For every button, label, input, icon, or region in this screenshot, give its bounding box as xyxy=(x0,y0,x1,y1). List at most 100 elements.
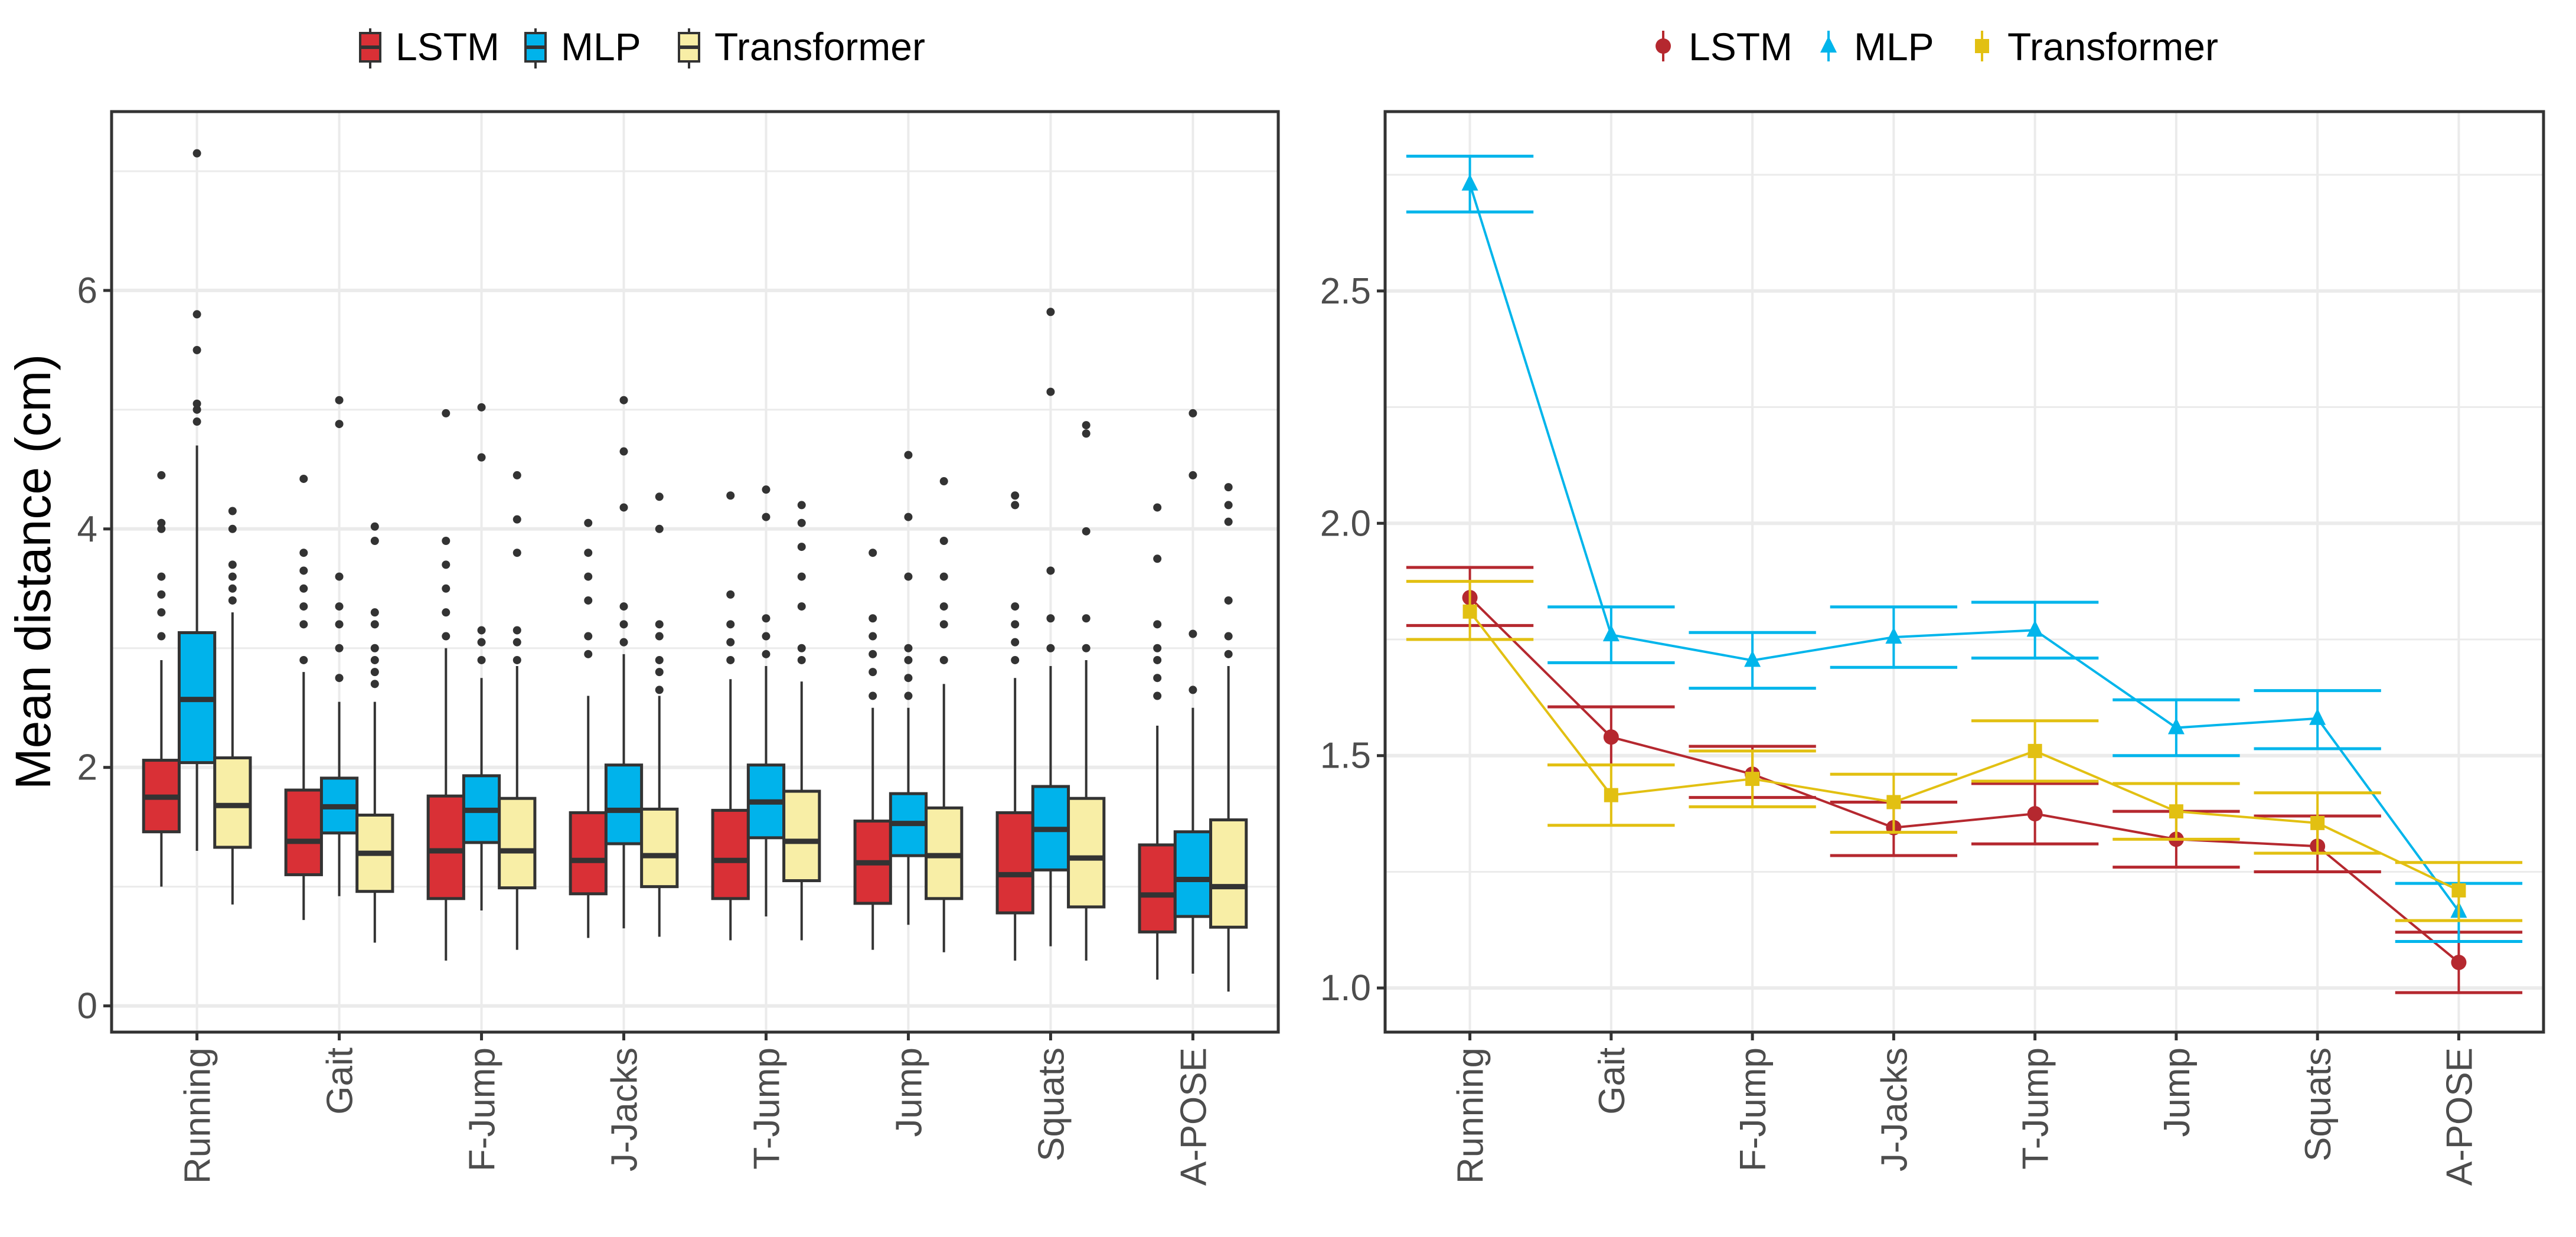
y-tick-label: 1.5 xyxy=(1320,736,1371,776)
legend: LSTM MLP Transformer xyxy=(359,25,925,68)
box-lstm-a-pose xyxy=(1138,503,1177,980)
data-point-square xyxy=(2169,804,2183,819)
outlier-point xyxy=(335,572,344,581)
y-tick-label: 2.0 xyxy=(1320,503,1371,544)
outlier-point xyxy=(1153,674,1162,683)
outlier-point xyxy=(619,396,628,404)
outlier-point xyxy=(192,149,201,158)
outlier-point xyxy=(1011,655,1020,664)
box-transformer-gait xyxy=(355,522,394,943)
box-iqr xyxy=(213,756,252,849)
box-transformer-t-jump xyxy=(782,501,821,941)
outlier-point xyxy=(655,632,664,641)
outlier-point xyxy=(477,626,486,635)
data-point-square xyxy=(2310,815,2325,830)
outlier-point xyxy=(869,549,877,557)
box-iqr xyxy=(426,794,465,900)
data-point-square xyxy=(2451,883,2466,897)
outlier-point xyxy=(762,485,770,494)
outlier-point xyxy=(1224,483,1233,492)
data-point-square xyxy=(2028,743,2042,758)
outlier-point xyxy=(370,668,379,677)
outlier-point xyxy=(797,501,806,510)
outlier-point xyxy=(1082,421,1091,430)
legend-item-lstm: LSTM xyxy=(359,25,499,68)
box-transformer-jump xyxy=(925,477,964,952)
box-mlp-gait xyxy=(319,396,359,896)
outlier-point xyxy=(797,543,806,551)
outlier-point xyxy=(442,584,450,593)
outlier-point xyxy=(228,507,237,515)
outlier-point xyxy=(655,655,664,664)
outlier-point xyxy=(655,686,664,694)
outlier-point xyxy=(228,584,237,593)
outlier-point xyxy=(619,638,628,647)
outlier-point xyxy=(869,614,877,623)
data-point-circle xyxy=(1603,729,1619,745)
outlier-point xyxy=(619,620,628,629)
panel-lineplot: 1.0 1.5 2.0 2.5 Running Gait F-Jump J-Jacks T-Ju… xyxy=(1320,25,2545,1186)
outlier-point xyxy=(157,632,166,641)
x-tick-label: F-Jump xyxy=(462,1047,503,1171)
outlier-point xyxy=(157,524,166,533)
outlier-point xyxy=(228,596,237,605)
legend-key-marker-triangle xyxy=(1820,36,1837,53)
box-lstm-squats xyxy=(995,491,1034,961)
outlier-point xyxy=(762,513,770,521)
outlier-point xyxy=(1153,644,1162,652)
data-point-triangle xyxy=(1461,174,1478,191)
data-point-triangle xyxy=(2309,708,2326,725)
box-iqr xyxy=(711,808,750,900)
outlier-point xyxy=(762,614,770,623)
outlier-point xyxy=(1153,503,1162,512)
box-mlp-t-jump xyxy=(746,485,786,917)
y-axis-title: Mean distance (cm) xyxy=(5,354,61,790)
outlier-point xyxy=(192,405,201,414)
outlier-point xyxy=(335,420,344,429)
outlier-point xyxy=(370,655,379,664)
box-iqr xyxy=(284,788,323,876)
outlier-point xyxy=(1153,620,1162,629)
outlier-point xyxy=(619,602,628,611)
outlier-point xyxy=(228,560,237,569)
y-tick-label: 6 xyxy=(77,270,97,311)
outlier-point xyxy=(1224,501,1233,510)
outlier-point xyxy=(1153,554,1162,563)
outlier-point xyxy=(869,632,877,641)
legend-label: LSTM xyxy=(396,25,499,68)
outlier-point xyxy=(477,453,486,462)
outlier-point xyxy=(512,638,521,647)
outlier-point xyxy=(335,396,344,404)
data-point-triangle xyxy=(1744,650,1761,667)
box-lstm-t-jump xyxy=(711,491,750,941)
outlier-point xyxy=(192,399,201,408)
outlier-point xyxy=(939,572,948,581)
outlier-point xyxy=(584,596,593,605)
outlier-point xyxy=(726,491,735,500)
box-iqr xyxy=(782,789,821,883)
outlier-point xyxy=(192,417,201,426)
legend-item-transformer: Transformer xyxy=(1975,25,2218,68)
box-transformer-a-pose xyxy=(1209,483,1248,992)
data-point-triangle xyxy=(2026,620,2043,637)
y-tick-label: 2 xyxy=(77,748,97,788)
outlier-point xyxy=(797,572,806,581)
x-tick-label: Running xyxy=(178,1047,218,1184)
outlier-point xyxy=(726,590,735,599)
outlier-point xyxy=(299,584,308,593)
outlier-point xyxy=(1082,644,1091,652)
box-iqr xyxy=(1138,843,1177,934)
outlier-point xyxy=(655,492,664,501)
x-tick-label: A-POSE xyxy=(1173,1047,1214,1186)
outlier-point xyxy=(335,620,344,629)
outlier-point xyxy=(157,590,166,599)
legend-item-transformer: Transformer xyxy=(678,25,925,68)
outlier-point xyxy=(869,649,877,658)
outlier-point xyxy=(904,451,913,459)
legend-item-mlp: MLP xyxy=(524,25,641,68)
outlier-point xyxy=(1224,596,1233,605)
outlier-point xyxy=(1046,308,1055,316)
outlier-point xyxy=(655,524,664,533)
outlier-point xyxy=(370,620,379,629)
outlier-point xyxy=(1011,602,1020,611)
